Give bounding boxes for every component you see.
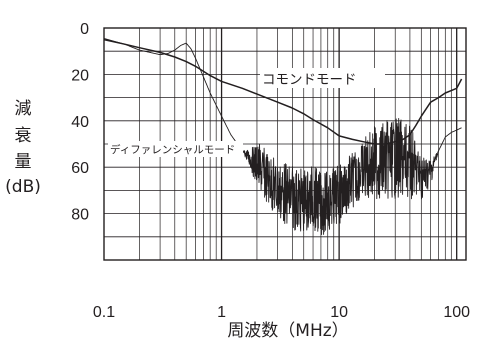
y-tick-label: 80 [71,207,89,224]
x-tick-labels: 0.1 1 10 100 [93,304,470,321]
x-tick-label: 10 [330,304,348,321]
plot-frame [103,27,467,261]
y-axis-title-char: 衰 [15,126,32,146]
y-tick-labels: 0 20 40 60 80 [71,21,89,224]
x-tick-label: 0.1 [93,304,115,321]
series-line-1 [103,37,462,235]
y-tick-label: 0 [80,21,89,38]
series-layer [103,37,463,235]
x-tick-label: 1 [217,304,226,321]
y-tick-label: 40 [71,114,89,131]
y-tick-label: 60 [71,160,89,177]
y-axis-title-char: (dB) [5,177,41,197]
annotation-label: ディファレンシャルモード [110,143,235,156]
annotation-label: コモンドモード [262,72,357,88]
annotation-bg [260,68,385,88]
y-axis-title-char: 量 [15,152,32,172]
y-axis-title-char: 減 [15,99,32,119]
y-tick-label: 20 [71,67,89,84]
y-axis-title: 減衰量 (dB) [5,99,41,197]
x-tick-label: 100 [443,304,470,321]
annotation-bg [108,141,243,157]
x-axis-title: 周波数（MHz） [227,321,348,341]
series-line-0 [103,38,463,145]
